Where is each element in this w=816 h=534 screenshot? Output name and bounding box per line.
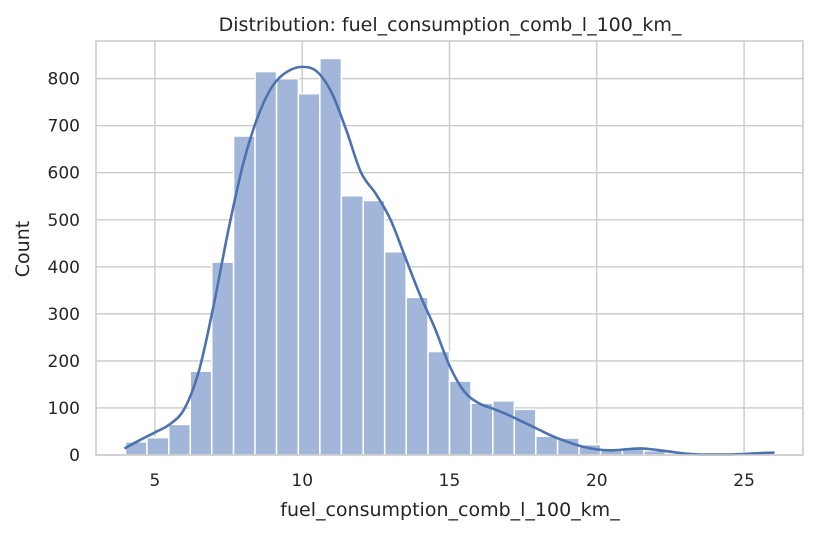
kde-curve [124,65,775,456]
y-tick-label: 200 [48,352,80,372]
y-axis-label: Count [12,221,34,277]
histogram-bar [535,435,559,456]
y-tick-label: 600 [48,164,80,184]
x-tick-label: 25 [733,471,755,491]
y-tick-label: 500 [48,211,80,231]
y-tick-label: 300 [48,305,80,325]
x-tick-label: 15 [439,471,461,491]
y-tick-label: 800 [48,70,80,90]
plot-frame [95,40,804,456]
x-tick-labels: 5 10 15 20 25 [150,471,755,491]
histogram-bar [513,408,537,456]
histogram-bar [168,423,192,456]
y-tick-label: 700 [48,117,80,137]
histogram-bar [146,436,170,456]
histogram-bar [362,199,386,456]
chart-title: Distribution: fuel_consumption_comb_l_10… [219,14,682,36]
histogram-bar [470,402,494,456]
histogram-bar [448,380,472,456]
y-tick-label: 100 [48,399,80,419]
histogram-bar [340,195,364,456]
x-tick-label: 10 [291,471,313,491]
histogram-bar [211,261,235,456]
x-tick-label: 20 [586,471,608,491]
y-tick-label: 0 [69,446,80,466]
x-tick-label: 5 [150,471,161,491]
histogram-bar [124,441,148,456]
histogram-bar [254,70,278,456]
histogram-bar [232,135,256,456]
histogram-bar [319,57,343,456]
histogram-bar [297,92,321,456]
histogram-bar [427,350,451,456]
histogram-bar [275,77,300,456]
histogram-bar [383,251,407,456]
histogram-bars [124,57,775,456]
y-tick-label: 400 [48,258,80,278]
histogram-bar [405,296,429,456]
x-axis-label: fuel_consumption_comb_l_100_km_ [280,499,620,521]
histogram-bar [189,370,213,456]
y-tick-labels: 0 100 200 300 400 500 600 700 800 [48,70,80,466]
